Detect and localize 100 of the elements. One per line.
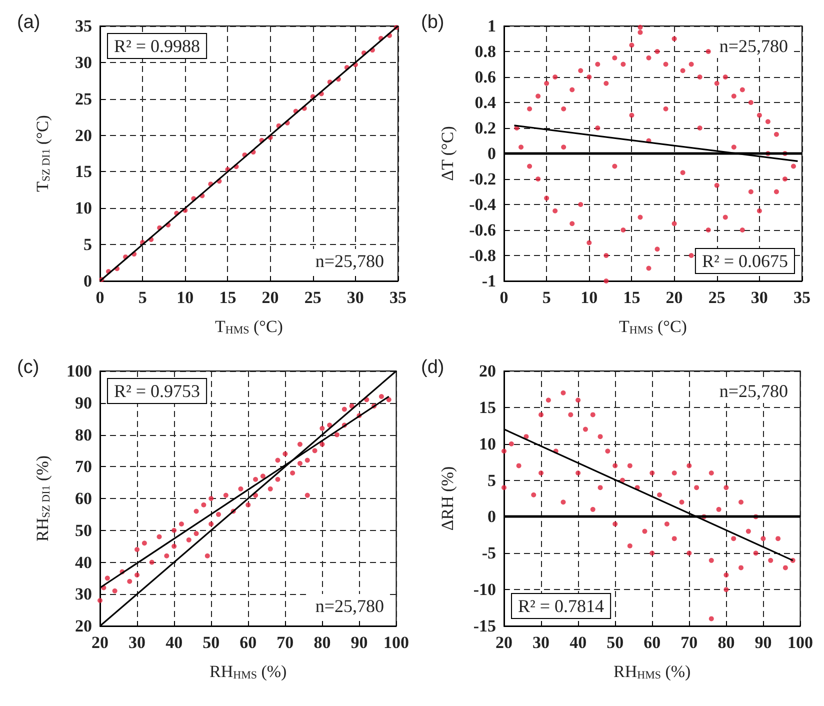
point: [304, 492, 310, 498]
x-tick-label: 30: [346, 288, 364, 307]
point: [612, 522, 618, 526]
x-tick-label: 40: [570, 633, 587, 652]
point: [776, 536, 781, 542]
y-tick-label: -0.4: [469, 195, 496, 214]
x-tick-label: 30: [532, 633, 550, 652]
x-tick-label: 30: [128, 633, 146, 652]
x-tick-label: 90: [754, 633, 772, 652]
point: [598, 485, 603, 490]
point: [268, 486, 273, 492]
x-tick-label: 0: [500, 288, 508, 307]
point: [186, 537, 192, 542]
y-tick-label: 5: [488, 470, 496, 490]
point: [605, 448, 610, 454]
x-tick-label: 35: [794, 288, 810, 307]
y-tick-label: 15: [75, 162, 92, 182]
chart-title: (a): [17, 12, 40, 33]
point: [538, 470, 544, 476]
point: [134, 547, 140, 552]
y-axis-title: ΔT (°C): [438, 126, 457, 181]
y-tick-label: 80: [75, 425, 92, 444]
x-tick-label: 80: [718, 633, 735, 652]
y-tick-label: 0: [488, 144, 496, 163]
point: [127, 578, 132, 584]
y-tick-label: 1: [488, 16, 496, 36]
x-tick-label: 50: [606, 633, 624, 652]
x-tick-label: 5: [542, 288, 551, 307]
point: [708, 558, 714, 563]
y-axis-title: RHSZ DI1 (%): [33, 455, 52, 542]
point: [724, 587, 729, 592]
point: [502, 485, 506, 490]
point: [724, 572, 729, 578]
point: [516, 463, 522, 468]
point: [760, 536, 766, 542]
point: [627, 543, 632, 548]
point: [208, 522, 214, 526]
chart-title: (d): [421, 357, 444, 378]
point: [560, 500, 566, 505]
x-tick-label: 15: [623, 288, 640, 307]
y-tick-label: 40: [75, 552, 92, 572]
point: [716, 506, 722, 512]
y-tick-label: 15: [479, 398, 496, 417]
point: [502, 448, 506, 454]
point: [334, 432, 340, 438]
point: [598, 434, 603, 440]
point: [253, 492, 258, 498]
point: [275, 458, 280, 463]
point: [104, 576, 110, 581]
x-tick-label: 25: [304, 288, 322, 307]
point: [731, 536, 736, 542]
point: [178, 522, 184, 526]
x-tick-label: 70: [276, 633, 294, 652]
y-tick-label: -0.2: [469, 170, 496, 188]
y-tick-label: 0.4: [474, 93, 496, 112]
chart-title: (b): [421, 12, 444, 33]
point: [524, 434, 529, 440]
point: [560, 390, 566, 396]
y-axis-title: TSZ DI1 (°C): [33, 115, 52, 192]
point: [297, 442, 302, 447]
y-tick-label: 50: [75, 520, 92, 540]
y-tick-label: -15: [473, 616, 496, 636]
point: [657, 492, 662, 498]
x-tick-label: 10: [580, 288, 598, 307]
point: [253, 476, 258, 482]
point: [782, 565, 788, 570]
point: [582, 426, 588, 432]
annotation: R² = 0.9988: [114, 36, 200, 56]
point: [694, 485, 700, 490]
point: [246, 502, 251, 508]
point: [538, 412, 544, 418]
point: [386, 397, 392, 402]
point: [642, 528, 648, 534]
y-tick-label: 0: [84, 272, 92, 290]
x-tick-label: 10: [176, 288, 194, 307]
point: [164, 553, 170, 558]
point: [590, 412, 596, 418]
y-tick-label: -10: [473, 580, 496, 600]
y-tick-label: 30: [75, 52, 92, 72]
x-tick-label: 30: [750, 288, 768, 307]
point: [590, 506, 596, 512]
point: [204, 553, 210, 558]
x-tick-label: 15: [219, 288, 236, 307]
y-tick-label: 10: [75, 198, 92, 218]
point: [746, 528, 751, 534]
point: [282, 451, 288, 456]
x-tick-label: 80: [314, 633, 331, 652]
annotation: R² = 0.7814: [518, 596, 604, 616]
x-tick-label: 40: [166, 633, 183, 652]
y-tick-label: 20: [75, 616, 92, 636]
x-tick-label: 50: [202, 633, 220, 652]
point: [672, 470, 677, 476]
point: [112, 588, 118, 594]
x-tick-label: 5: [138, 288, 147, 307]
y-tick-label: 0.2: [474, 118, 496, 138]
annotation: n=25,780: [315, 596, 384, 616]
point: [686, 463, 692, 468]
point: [208, 496, 214, 501]
point: [216, 512, 221, 517]
point: [753, 550, 758, 556]
